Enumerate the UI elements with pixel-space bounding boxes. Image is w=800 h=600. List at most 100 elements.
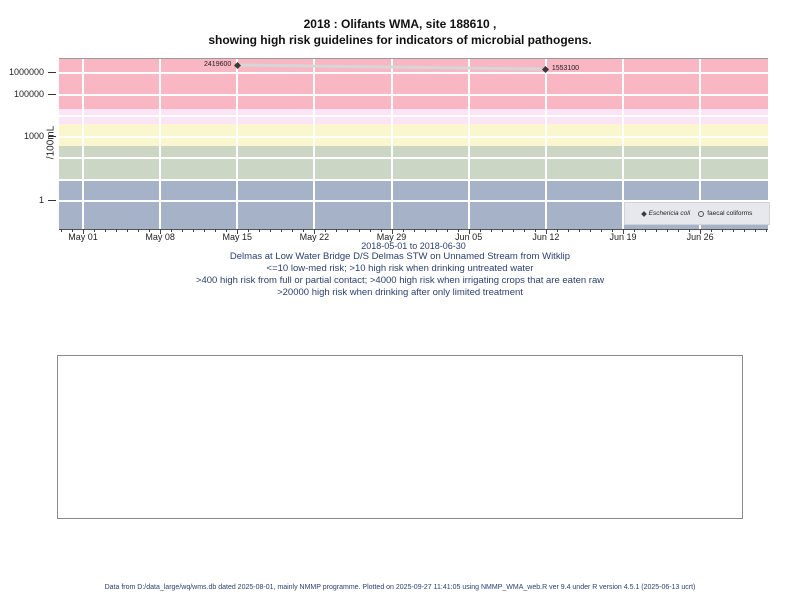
x-minor-tick (182, 229, 184, 232)
x-major-tick (160, 229, 162, 234)
v-gridline (621, 59, 624, 229)
v-gridline (699, 59, 702, 229)
legend-label-faecal: faecal coliforms (707, 210, 753, 217)
x-minor-tick (479, 229, 481, 232)
x-tick-label: May 29 (376, 232, 407, 242)
risk-band (59, 109, 768, 125)
x-minor-tick (281, 229, 283, 232)
x-major-tick (391, 229, 393, 234)
y-axis-title: /100mL (45, 125, 57, 160)
h-gridline (59, 178, 768, 181)
faecal-coliforms-line (237, 63, 546, 71)
x-minor-tick (71, 229, 73, 232)
x-tick-label: May 08 (145, 232, 175, 242)
open-circle-icon (698, 210, 705, 217)
h-gridline (59, 136, 768, 139)
x-minor-tick (369, 229, 371, 232)
y-tick-mark (48, 72, 56, 74)
x-axis-range-label: 2018-05-01 to 2018-06-30 (361, 241, 466, 251)
x-minor-tick (689, 229, 691, 232)
risk-guideline-line2: >400 high risk from full or partial cont… (195, 275, 605, 286)
x-minor-tick (722, 229, 724, 232)
x-minor-tick (534, 229, 536, 232)
h-gridline (59, 114, 768, 117)
x-minor-tick (127, 229, 129, 232)
risk-guideline-line1: <=10 low-med risk; >10 high risk when dr… (266, 263, 534, 274)
x-major-tick (545, 229, 547, 234)
x-minor-tick (501, 229, 503, 232)
risk-band (59, 124, 768, 146)
x-minor-tick (556, 229, 558, 232)
h-gridline (59, 72, 768, 75)
x-minor-tick (656, 229, 658, 232)
x-major-tick (468, 229, 470, 234)
y-tick-label: 1000 (23, 131, 44, 142)
x-major-tick (314, 229, 316, 234)
x-minor-tick (270, 229, 272, 232)
v-gridline (467, 59, 470, 229)
x-major-tick (700, 229, 702, 234)
x-minor-tick (226, 229, 228, 232)
plot-area: /100mL Eschericia coli faecal coliforms … (46, 58, 770, 230)
x-minor-tick (578, 229, 580, 232)
x-minor-tick (589, 229, 591, 232)
h-gridline (59, 200, 768, 202)
data-point-label: 2419600 (204, 61, 232, 69)
x-minor-tick (402, 229, 404, 232)
x-minor-tick (755, 229, 757, 232)
x-tick-label: May 15 (222, 232, 253, 242)
x-minor-tick (105, 229, 107, 232)
v-gridline (159, 59, 162, 229)
v-gridline (236, 59, 239, 229)
x-minor-tick (336, 229, 338, 232)
x-minor-tick (600, 229, 602, 232)
x-minor-tick (744, 229, 746, 232)
y-tick-mark (48, 136, 56, 138)
x-minor-tick (292, 229, 294, 232)
x-minor-tick (303, 229, 305, 232)
empty-panel (57, 355, 743, 519)
y-tick-label: 1000000 (8, 67, 44, 78)
footer-provenance: Data from D:/data_large/wq/wms.db dated … (104, 584, 696, 591)
x-major-tick (83, 229, 84, 234)
x-minor-tick (457, 229, 459, 232)
y-tick-label: 1 (38, 195, 44, 205)
x-minor-tick (766, 229, 768, 232)
data-point-label: 1553100 (551, 65, 580, 73)
chart-title: 2018 : Olifants WMA, site 188610 , showi… (0, 16, 800, 48)
x-tick-label: May 01 (68, 232, 98, 242)
x-minor-tick (259, 229, 261, 232)
x-minor-tick (523, 229, 525, 232)
x-minor-tick (149, 229, 151, 232)
x-minor-tick (645, 229, 647, 232)
x-minor-tick (248, 229, 250, 232)
x-tick-label: Jun 26 (686, 232, 714, 242)
y-tick-mark (48, 93, 56, 95)
v-gridline (544, 59, 547, 229)
chart-legend: Eschericia coli faecal coliforms (624, 202, 770, 225)
h-gridline (59, 157, 768, 160)
site-description: Delmas at Low Water Bridge D/S Delmas ST… (229, 251, 571, 262)
x-minor-tick (634, 229, 635, 232)
chart-title-line1: 2018 : Olifants WMA, site 188610 , (303, 17, 497, 31)
v-gridline (313, 59, 316, 229)
x-minor-tick (435, 229, 437, 232)
x-minor-tick (171, 229, 173, 232)
filled-diamond-icon (640, 210, 647, 217)
v-gridline (82, 59, 84, 229)
risk-guideline-line3: >20000 high risk when drinking after onl… (277, 287, 523, 298)
x-minor-tick (567, 229, 569, 232)
x-minor-tick (380, 229, 382, 232)
x-major-tick (622, 229, 624, 234)
y-tick-label: 100000 (13, 88, 44, 99)
x-major-tick (237, 229, 239, 234)
h-gridline (59, 93, 768, 96)
x-minor-tick (204, 229, 206, 232)
x-minor-tick (413, 229, 415, 232)
x-minor-tick (138, 229, 140, 232)
chart-title-line2: showing high risk guidelines for indicat… (208, 33, 592, 47)
x-tick-label: Jun 05 (455, 232, 483, 242)
legend-item-ecoli: Eschericia coli (640, 210, 690, 217)
x-minor-tick (60, 229, 62, 232)
x-tick-label: Jun 19 (609, 232, 637, 242)
